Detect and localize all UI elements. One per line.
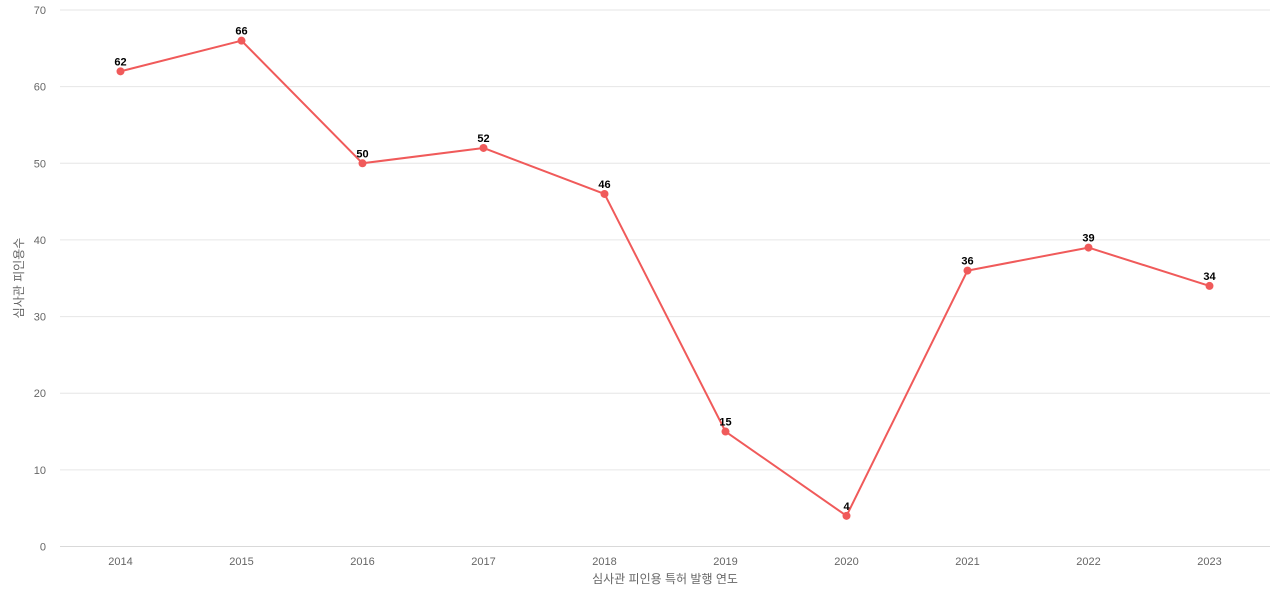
data-point[interactable] [963, 266, 972, 275]
x-tick-label: 2017 [471, 556, 495, 568]
data-point[interactable] [600, 189, 609, 198]
x-tick-label: 2021 [955, 556, 979, 568]
data-point[interactable] [358, 159, 367, 168]
y-tick-label: 50 [34, 158, 46, 170]
y-axis-ticks: 0 10 20 30 40 50 60 70 [34, 5, 46, 554]
series-line [120, 39, 1210, 517]
data-label: 52 [477, 133, 489, 145]
data-label: 46 [598, 179, 610, 191]
x-tick-label: 2015 [229, 556, 253, 568]
x-tick-label: 2014 [108, 556, 132, 568]
x-tick-label: 2018 [592, 556, 616, 568]
x-tick-label: 2023 [1197, 556, 1221, 568]
series-layer [116, 36, 1214, 520]
y-tick-label: 30 [34, 312, 46, 324]
data-point[interactable] [1205, 281, 1214, 290]
y-tick-label: 40 [34, 235, 46, 247]
x-tick-label: 2020 [834, 556, 858, 568]
y-tick-label: 0 [40, 542, 46, 554]
data-label: 66 [235, 26, 247, 38]
x-tick-label: 2022 [1076, 556, 1100, 568]
data-point[interactable] [116, 67, 125, 76]
gridlines [60, 9, 1270, 547]
data-label: 4 [843, 501, 850, 513]
y-axis-title: 심사관 피인용수 [12, 238, 26, 319]
y-tick-label: 60 [34, 82, 46, 94]
x-tick-label: 2019 [713, 556, 737, 568]
y-tick-label: 20 [34, 388, 46, 400]
data-point[interactable] [237, 36, 246, 45]
data-point[interactable] [721, 427, 730, 436]
data-point[interactable] [842, 511, 851, 520]
y-tick-label: 70 [34, 5, 46, 17]
data-labels: 62 66 50 52 46 15 4 36 39 34 [114, 26, 1216, 513]
x-tick-label: 2016 [350, 556, 374, 568]
data-label: 15 [719, 417, 731, 429]
data-label: 50 [356, 148, 368, 160]
data-label: 62 [114, 56, 126, 68]
data-label: 39 [1082, 233, 1094, 245]
x-axis-title: 심사관 피인용 특허 발행 연도 [592, 571, 738, 586]
data-point[interactable] [1084, 243, 1093, 252]
y-tick-label: 10 [34, 465, 46, 477]
data-point[interactable] [479, 143, 488, 152]
data-label: 36 [961, 256, 973, 268]
x-axis-ticks: 2014 2015 2016 2017 2018 2019 2020 2021 2022 2023 [108, 556, 1221, 568]
data-label: 34 [1203, 271, 1216, 283]
